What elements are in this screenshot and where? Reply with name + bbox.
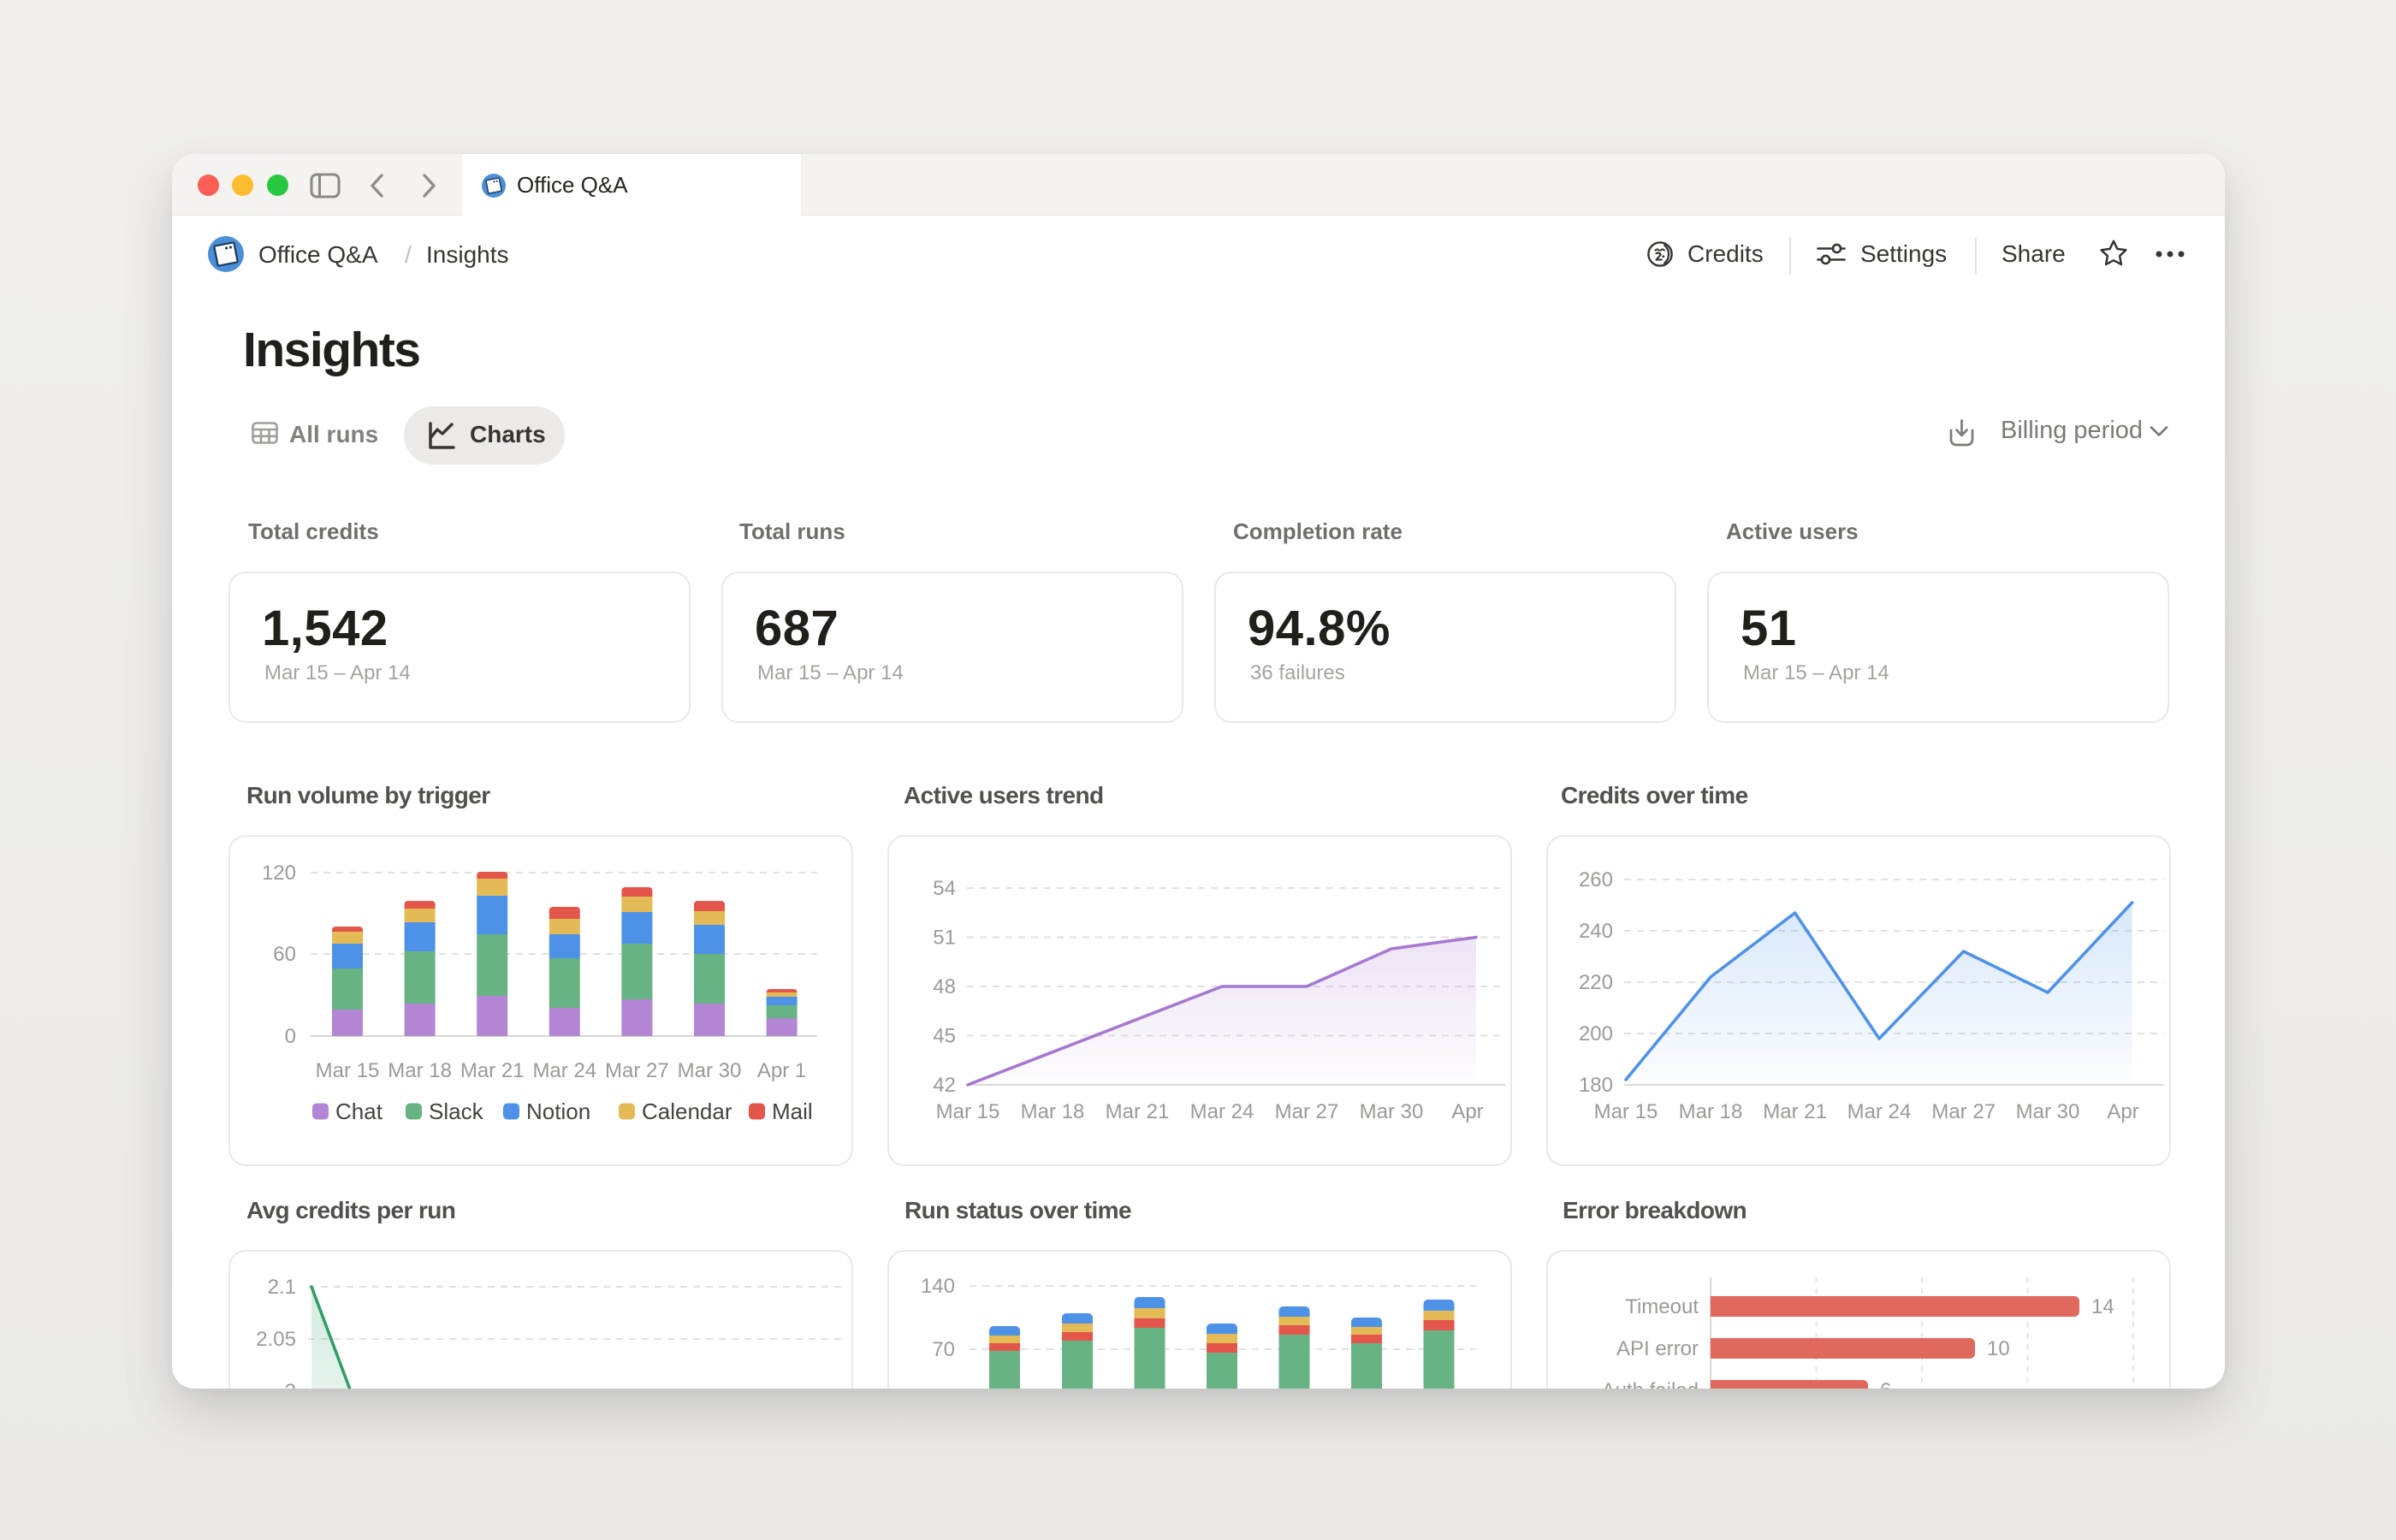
svg-text:140: 140 (921, 1275, 955, 1298)
svg-text:10: 10 (1987, 1337, 2010, 1360)
svg-text:180: 180 (1579, 1074, 1613, 1097)
svg-text:220: 220 (1579, 971, 1613, 994)
svg-text:Auth failed: Auth failed (1602, 1379, 1699, 1389)
svg-text:Mar 30: Mar 30 (1360, 1100, 1424, 1123)
svg-text:2.1: 2.1 (268, 1276, 296, 1299)
svg-text:Mar 18: Mar 18 (1679, 1100, 1743, 1123)
svg-text:Mar 30: Mar 30 (678, 1059, 742, 1082)
svg-text:Mar 21: Mar 21 (1106, 1100, 1170, 1123)
svg-text:Mar 30: Mar 30 (2016, 1100, 2080, 1123)
svg-text:Mar 15: Mar 15 (936, 1100, 1000, 1123)
svg-text:Mar 15: Mar 15 (1594, 1100, 1658, 1123)
svg-text:2: 2 (285, 1380, 296, 1389)
svg-text:6: 6 (1880, 1379, 1891, 1389)
svg-text:120: 120 (262, 862, 296, 885)
svg-text:45: 45 (933, 1025, 956, 1048)
svg-text:Mar 24: Mar 24 (532, 1059, 596, 1082)
svg-text:200: 200 (1579, 1022, 1613, 1045)
svg-text:Apr: Apr (2107, 1100, 2138, 1123)
svg-text:Mar 24: Mar 24 (1190, 1100, 1254, 1123)
svg-text:0: 0 (285, 1025, 296, 1048)
svg-text:14: 14 (2091, 1295, 2114, 1318)
svg-text:Mail: Mail (772, 1099, 813, 1124)
svg-text:51: 51 (933, 927, 956, 950)
svg-text:Apr 1: Apr 1 (757, 1059, 806, 1082)
svg-text:Mar 18: Mar 18 (1021, 1100, 1085, 1123)
svg-text:Apr: Apr (1451, 1100, 1483, 1123)
svg-text:Slack: Slack (429, 1099, 484, 1124)
svg-text:240: 240 (1579, 920, 1613, 943)
svg-text:Mar 27: Mar 27 (1931, 1100, 1996, 1123)
svg-text:54: 54 (933, 877, 956, 900)
svg-text:Mar 21: Mar 21 (460, 1059, 525, 1082)
svg-text:Mar 27: Mar 27 (605, 1059, 669, 1082)
svg-text:Mar 27: Mar 27 (1275, 1100, 1339, 1123)
svg-text:60: 60 (273, 943, 296, 966)
svg-text:70: 70 (932, 1338, 955, 1361)
svg-text:Timeout: Timeout (1625, 1295, 1699, 1318)
svg-text:Calendar: Calendar (642, 1099, 732, 1124)
svg-text:Mar 24: Mar 24 (1847, 1100, 1912, 1123)
svg-text:Mar 15: Mar 15 (316, 1059, 380, 1082)
svg-text:Chat: Chat (335, 1099, 383, 1124)
svg-text:Mar 21: Mar 21 (1763, 1100, 1827, 1123)
svg-text:Notion: Notion (526, 1099, 590, 1124)
svg-text:API error: API error (1616, 1337, 1699, 1360)
svg-text:48: 48 (933, 975, 956, 998)
svg-text:260: 260 (1579, 868, 1613, 891)
svg-text:Mar 18: Mar 18 (388, 1059, 452, 1082)
svg-text:42: 42 (933, 1074, 956, 1097)
svg-text:2.05: 2.05 (256, 1328, 296, 1351)
